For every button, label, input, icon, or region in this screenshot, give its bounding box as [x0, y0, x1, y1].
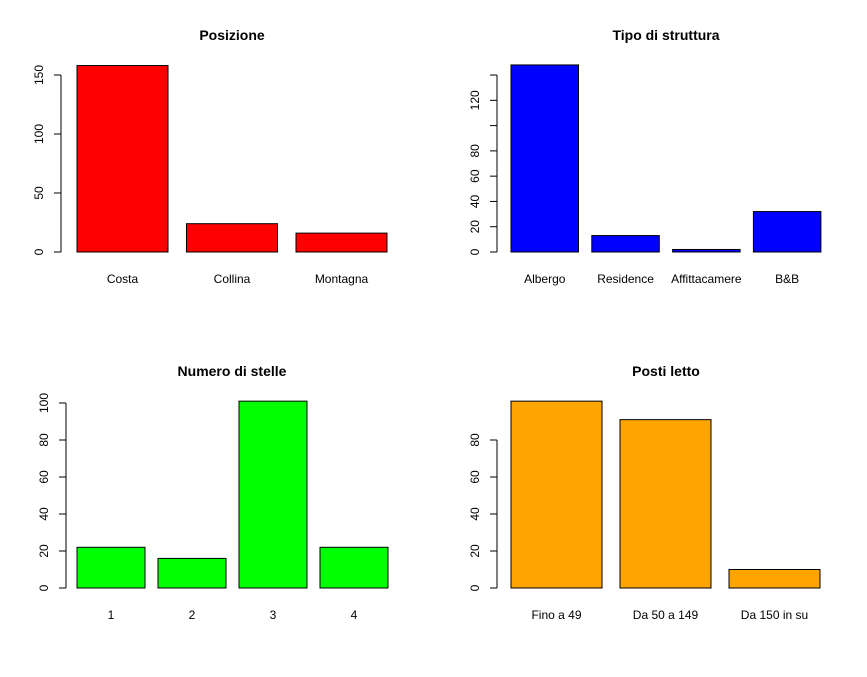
- bar: [76, 65, 169, 253]
- y-tick-label: 0: [37, 584, 51, 591]
- chart-title: Numero di stelle: [178, 363, 287, 379]
- y-tick-label: 60: [468, 169, 482, 183]
- y-tick-label: 60: [468, 470, 482, 484]
- category-label: Affittacamere: [671, 272, 742, 286]
- bar: [672, 248, 741, 253]
- category-label: B&B: [775, 272, 799, 286]
- category-label: 4: [351, 608, 358, 622]
- category-label: 2: [189, 608, 196, 622]
- barplot-panel: Posizione Costa Collina Montagna 0 50 100 150: [32, 27, 388, 286]
- category-label: Residence: [597, 272, 654, 286]
- bar: [319, 546, 389, 589]
- y-tick-label: 0: [32, 248, 46, 255]
- chart-title: Posti letto: [632, 363, 700, 379]
- category-label: Da 150 in su: [741, 608, 808, 622]
- y-tick-label: 150: [32, 65, 46, 85]
- y-tick-label: 20: [468, 544, 482, 558]
- y-tick-label: 100: [32, 124, 46, 144]
- bar: [619, 419, 712, 589]
- category-label: Montagna: [315, 272, 369, 286]
- y-tick-label: 60: [37, 470, 51, 484]
- category-label: Costa: [107, 272, 139, 286]
- category-label: 1: [108, 608, 115, 622]
- y-tick-label: 0: [468, 248, 482, 255]
- bar: [728, 569, 821, 589]
- y-tick-label: 50: [32, 186, 46, 200]
- bar: [157, 557, 227, 589]
- y-tick-label: 80: [37, 433, 51, 447]
- category-label: Albergo: [524, 272, 566, 286]
- category-label: Fino a 49: [531, 608, 581, 622]
- bar: [591, 235, 660, 253]
- y-tick-label: 120: [468, 90, 482, 110]
- y-tick-label: 20: [468, 220, 482, 234]
- barplot-panel: Tipo di struttura Albergo Residence Affitta…: [468, 27, 822, 286]
- bar: [510, 400, 603, 589]
- y-tick-label: 80: [468, 433, 482, 447]
- barplot-panel: Posti letto Fino a 49 Da 50 a 149 Da 150 in…: [468, 363, 821, 622]
- bar: [752, 211, 822, 253]
- category-label: Da 50 a 149: [633, 608, 699, 622]
- chart-title: Posizione: [199, 27, 265, 43]
- bar: [186, 223, 278, 253]
- y-tick-label: 40: [37, 507, 51, 521]
- category-label: 3: [270, 608, 277, 622]
- bar: [76, 546, 146, 589]
- bar: [238, 400, 308, 589]
- category-label: Collina: [214, 272, 251, 286]
- y-tick-label: 0: [468, 584, 482, 591]
- y-tick-label: 80: [468, 144, 482, 158]
- y-tick-label: 100: [37, 393, 51, 413]
- bar: [510, 64, 579, 253]
- bar: [295, 232, 388, 253]
- y-tick-label: 20: [37, 544, 51, 558]
- y-tick-label: 40: [468, 507, 482, 521]
- y-tick-label: 40: [468, 194, 482, 208]
- chart-title: Tipo di struttura: [612, 27, 719, 43]
